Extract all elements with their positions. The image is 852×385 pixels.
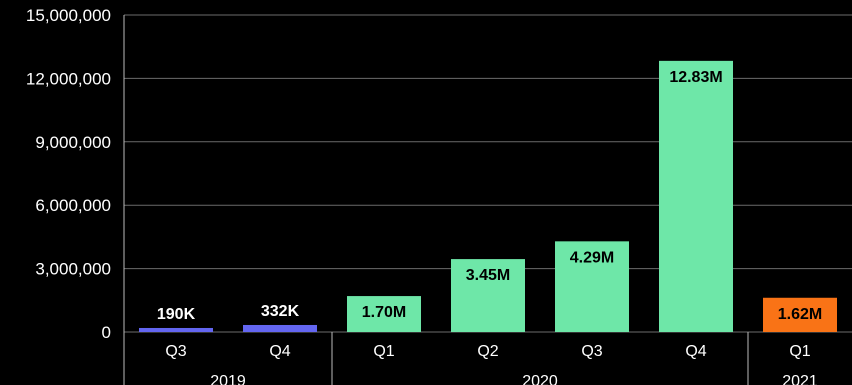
bar — [243, 324, 317, 332]
data-label: 12.83M — [669, 69, 722, 86]
year-label: 2021 — [782, 373, 818, 385]
x-tick-label: Q1 — [789, 343, 810, 360]
data-label: 332K — [261, 303, 300, 320]
bar — [763, 297, 837, 332]
bar — [347, 296, 421, 332]
x-tick-label: Q4 — [685, 343, 706, 360]
y-tick-label: 3,000,000 — [35, 260, 111, 279]
x-tick-label: Q3 — [165, 343, 186, 360]
data-labels: 190K 332K 1.70M 3.45M 4.29M 12.83M 1.62M — [157, 69, 822, 323]
bars — [139, 60, 837, 332]
data-label: 3.45M — [466, 267, 510, 284]
data-label: 1.62M — [778, 306, 822, 323]
y-axis-ticks: 0 3,000,000 6,000,000 9,000,000 12,000,000 15… — [26, 6, 111, 342]
y-tick-label: 6,000,000 — [35, 196, 111, 215]
x-tick-label: Q2 — [477, 343, 498, 360]
y-tick-label: 9,000,000 — [35, 133, 111, 152]
y-tick-label: 15,000,000 — [26, 6, 111, 25]
x-tick-label: Q1 — [373, 343, 394, 360]
data-label: 4.29M — [570, 249, 614, 266]
data-label: 1.70M — [362, 304, 406, 321]
bar — [555, 241, 629, 332]
x-axis: Q3 Q4 Q1 Q2 Q3 Q4 Q1 2019 2020 2021 — [165, 332, 818, 385]
data-label: 190K — [157, 306, 196, 323]
x-tick-label: Q3 — [581, 343, 602, 360]
y-tick-label: 0 — [102, 323, 111, 342]
bar — [451, 259, 525, 332]
year-label: 2020 — [522, 373, 558, 385]
y-tick-label: 12,000,000 — [26, 69, 111, 88]
bar — [139, 327, 213, 332]
year-label: 2019 — [210, 373, 246, 385]
bar — [659, 60, 733, 332]
x-tick-label: Q4 — [269, 343, 290, 360]
